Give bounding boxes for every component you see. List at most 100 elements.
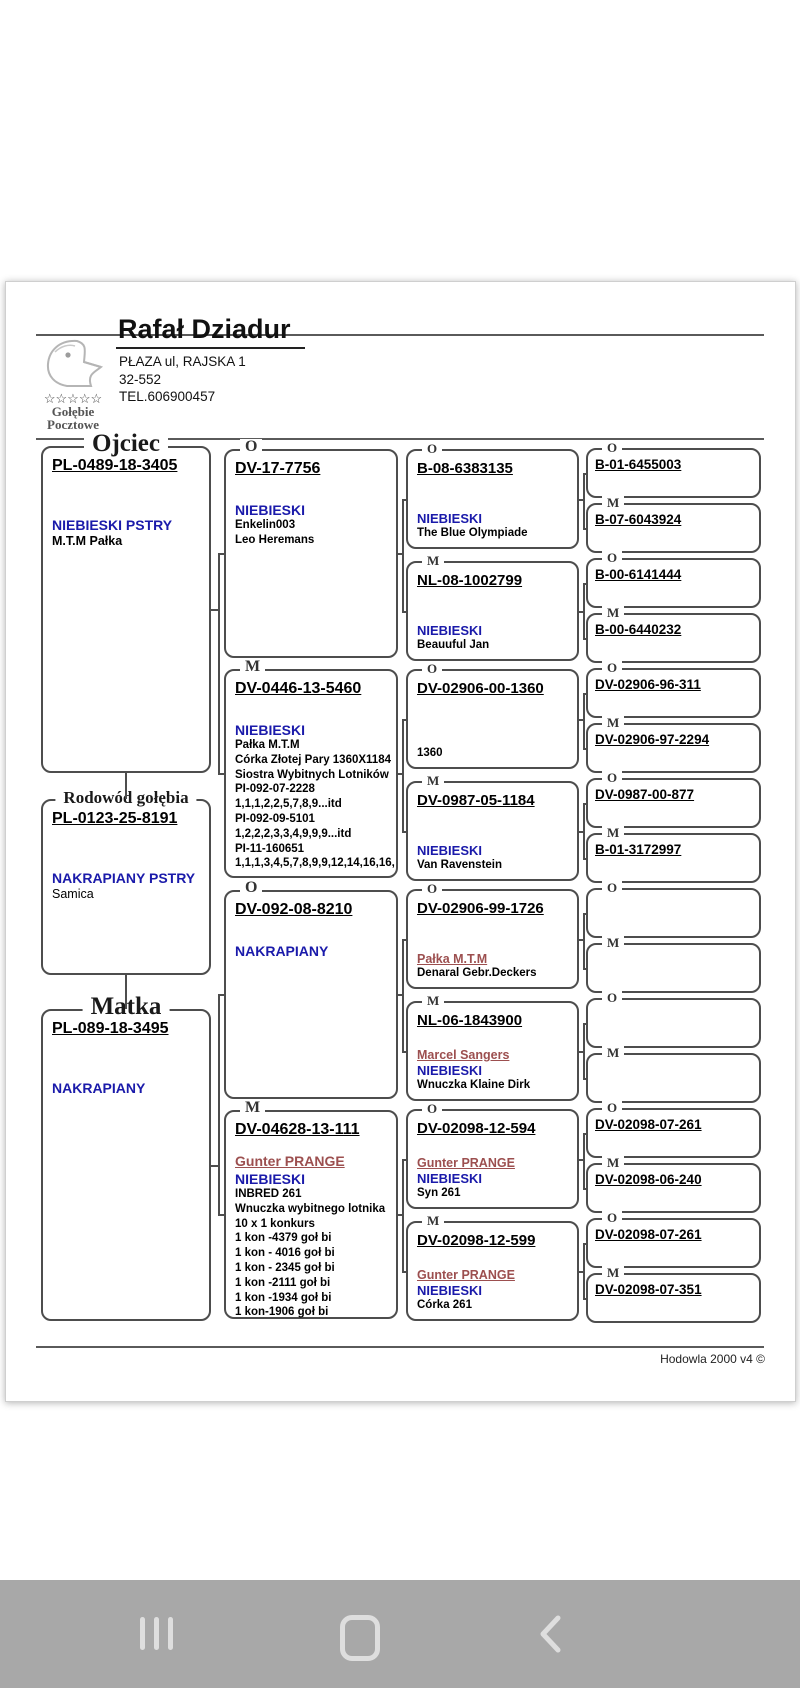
connector-line xyxy=(125,773,127,799)
sex-label: O xyxy=(240,439,263,455)
breeder-name: Rafał Dziadur xyxy=(116,314,305,349)
color-name: NIEBIESKI xyxy=(417,511,483,527)
connector-line xyxy=(583,583,585,638)
sex-label: M xyxy=(422,1213,445,1229)
ring-number: B-08-6383135 xyxy=(417,460,513,477)
recent-apps-icon xyxy=(140,1617,173,1650)
sex-label: O xyxy=(240,880,263,896)
spacer xyxy=(408,589,577,622)
connector-line xyxy=(398,553,404,555)
info-line: 1 kon -2111 goł bi xyxy=(235,1276,331,1289)
connector-line xyxy=(402,1271,406,1273)
sex-label: O xyxy=(422,881,443,897)
sex-label: O xyxy=(422,1101,443,1117)
connector-line xyxy=(402,611,406,613)
connector-line xyxy=(218,553,220,773)
fancier-name: Gunter PRANGE xyxy=(417,1156,515,1171)
info-line: Wnuczka wybitnego lotnika xyxy=(235,1202,386,1215)
color-name: NAKRAPIANY xyxy=(235,943,329,959)
info-line: M.T.M Pałka xyxy=(52,534,123,548)
connector-line xyxy=(583,1133,586,1135)
color-name: NIEBIESKI xyxy=(417,623,483,639)
info-line: 1 kon-1906 goł bi xyxy=(235,1306,329,1319)
software-credit: Hodowla 2000 v4 © xyxy=(660,1352,765,1366)
connector-line xyxy=(583,473,586,475)
ring-number: PL-0489-18-3405 xyxy=(52,457,178,474)
pedigree-tree: Ojciec PL-0489-18-3405 NIEBIESKI PSTRY M.T.… xyxy=(6,282,795,1401)
connector-line xyxy=(402,499,404,611)
connector-line xyxy=(579,939,585,941)
connector-line xyxy=(583,1188,586,1190)
connector-line xyxy=(218,994,220,1214)
ring-number: NL-08-1002799 xyxy=(417,572,523,589)
pedigree-box: O xyxy=(586,990,761,1048)
info-line: PI-092-09-5101 xyxy=(235,812,315,825)
connector-line xyxy=(583,1243,585,1298)
sex-label: M xyxy=(240,659,266,675)
ring-number: B-01-3172997 xyxy=(595,842,682,857)
sex-label: O xyxy=(602,550,623,566)
pedigree-page: ☆☆☆☆☆ Gołębie Pocztowe Rafał Dziadur PŁA… xyxy=(5,281,796,1402)
pedigree-box: O DV-02098-07-261 xyxy=(586,1210,761,1268)
info-line: Córka Złotej Pary 1360X1184 xyxy=(235,753,391,766)
header-top-rule xyxy=(36,334,764,336)
ring-number: B-01-6455003 xyxy=(595,457,682,472)
pedigree-box: Ojciec PL-0489-18-3405 NIEBIESKI PSTRY M.T.… xyxy=(41,431,211,773)
connector-line xyxy=(583,528,586,530)
connector-line xyxy=(579,611,585,613)
pedigree-box: M DV-0987-05-1184 NIEBIESKI Van Ravenstein xyxy=(406,773,579,881)
connector-line xyxy=(402,831,406,833)
info-line: 1,2,2,2,3,3,4,9,9,9...itd xyxy=(235,827,352,840)
ring-number: DV-02906-96-311 xyxy=(595,677,701,692)
pedigree-box: M B-01-3172997 xyxy=(586,825,761,883)
ring-number: B-07-6043924 xyxy=(595,512,682,527)
connector-line xyxy=(583,1078,586,1080)
info-line: Wnuczka Klaine Dirk xyxy=(417,1079,531,1092)
logo-stars: ☆☆☆☆☆ xyxy=(43,391,103,406)
info-line: INBRED 261 xyxy=(235,1188,302,1200)
sex-label: O xyxy=(602,440,623,456)
connector-line xyxy=(579,1271,585,1273)
info-line: The Blue Olympiade xyxy=(417,527,528,540)
spacer xyxy=(408,477,577,510)
home-icon xyxy=(340,1615,380,1661)
sex-label: O xyxy=(602,990,623,1006)
connector-line xyxy=(402,939,406,941)
ring-number: DV-02098-06-240 xyxy=(595,1172,702,1187)
pedigree-box: O B-08-6383135 NIEBIESKI The Blue Olympiade xyxy=(406,441,579,549)
connector-line xyxy=(583,913,586,915)
connector-line xyxy=(579,831,585,833)
connector-line xyxy=(398,994,404,996)
info-line: Siostra Wybitnych Lotników xyxy=(235,768,389,781)
back-button[interactable] xyxy=(537,1614,563,1657)
color-name: NIEBIESKI xyxy=(417,1171,483,1187)
sex-label: O xyxy=(602,770,623,786)
recent-apps-button[interactable] xyxy=(140,1617,173,1650)
footer-rule xyxy=(36,1346,764,1348)
sex-label: O xyxy=(422,661,443,677)
connector-line xyxy=(402,1051,406,1053)
pedigree-box: O xyxy=(586,880,761,938)
info-line: 10 x 1 konkurs xyxy=(235,1217,315,1230)
ring-number: B-00-6141444 xyxy=(595,567,682,582)
color-name: NIEBIESKI xyxy=(235,502,306,518)
pedigree-box: O DV-092-08-8210 NAKRAPIANY xyxy=(224,880,398,1099)
breeder-phone: TEL.606900457 xyxy=(119,389,216,404)
info-line: 1 kon -4379 goł bi xyxy=(235,1232,332,1245)
ring-number: DV-02906-00-1360 xyxy=(417,680,544,697)
sex-label: M xyxy=(422,773,445,789)
sex-label: O xyxy=(422,441,443,457)
ring-number: DV-0987-00-877 xyxy=(595,787,695,802)
pedigree-box: M DV-04628-13-111 Gunter PRANGE NIEBIESKI IN… xyxy=(224,1100,398,1319)
ring-number: DV-17-7756 xyxy=(235,460,321,477)
sex-label: M xyxy=(422,993,445,1009)
home-button[interactable] xyxy=(340,1615,380,1661)
info-line: 1,1,1,2,2,5,7,8,9...itd xyxy=(235,798,342,811)
sex-label: M xyxy=(422,553,445,569)
color-name: NIEBIESKI xyxy=(235,1171,306,1187)
connector-line xyxy=(211,609,220,611)
spacer xyxy=(408,917,577,948)
pedigree-box: O DV-02098-12-594 Gunter PRANGE NIEBIESKI Sy… xyxy=(406,1101,579,1209)
pedigree-box: O DV-02906-96-311 xyxy=(586,660,761,718)
